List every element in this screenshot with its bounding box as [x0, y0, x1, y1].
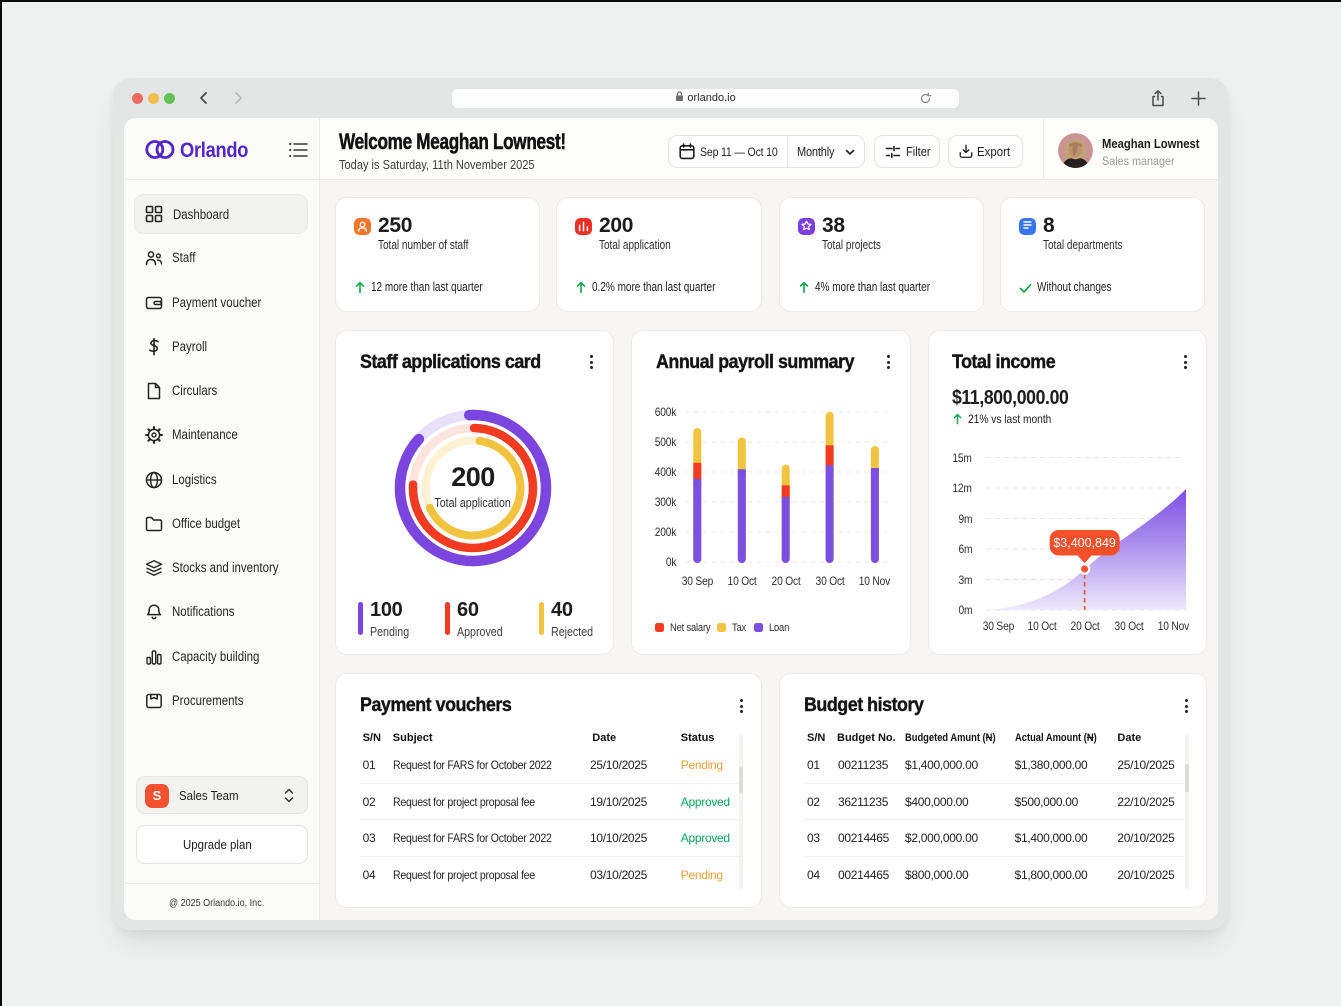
svg-text:$3,400,849: $3,400,849 — [1053, 536, 1116, 550]
